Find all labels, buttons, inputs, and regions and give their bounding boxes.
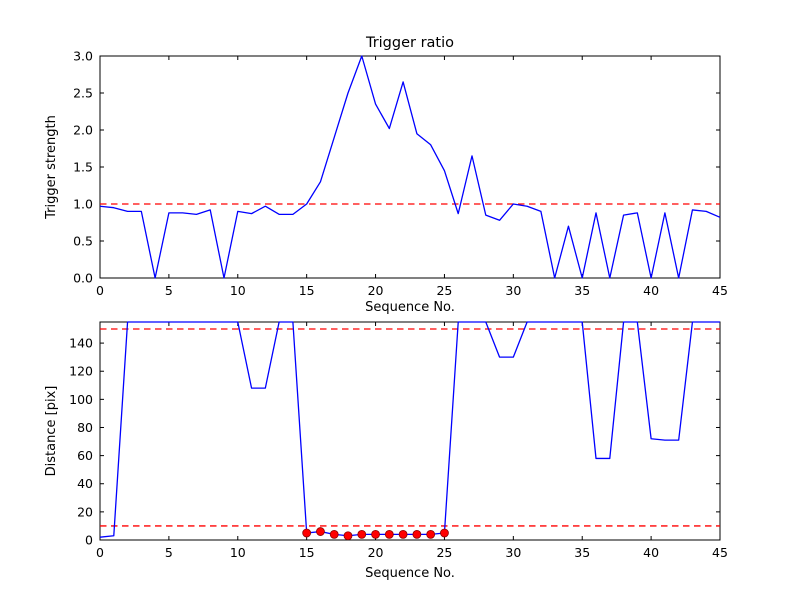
y-tick-label: 0.5	[73, 234, 93, 249]
y-tick-label: 80	[77, 420, 93, 435]
x-tick-label: 5	[165, 545, 173, 560]
x-tick-label: 25	[436, 283, 452, 298]
x-tick-label: 40	[643, 545, 659, 560]
data-point-marker	[426, 529, 436, 539]
bottom-ylabel: Distance [pix]	[44, 386, 59, 477]
top-ylabel: Trigger strength	[44, 115, 59, 220]
y-tick-label: 1.0	[73, 197, 93, 212]
data-point-marker	[343, 531, 353, 541]
y-tick-label: 20	[77, 504, 93, 519]
x-tick-label: 15	[299, 283, 315, 298]
top-data-line	[99, 55, 721, 279]
y-tick-label: 120	[69, 364, 93, 379]
x-tick-label: 5	[165, 283, 173, 298]
y-tick-label: 0	[85, 533, 93, 548]
x-tick-label: 35	[574, 545, 590, 560]
x-tick-label: 25	[436, 545, 452, 560]
x-tick-label: 30	[505, 545, 521, 560]
top-axes-frame	[99, 55, 721, 279]
data-point-marker	[440, 528, 449, 538]
bottom-axes-frame	[99, 321, 721, 541]
data-point-marker	[371, 529, 380, 539]
x-tick-label: 10	[230, 545, 246, 560]
x-tick-label: 30	[505, 283, 521, 298]
y-tick-label: 1.5	[73, 160, 93, 175]
data-point-marker	[398, 529, 408, 539]
x-tick-label: 20	[368, 545, 384, 560]
y-tick-label: 2.5	[73, 86, 93, 101]
y-tick-label: 2.0	[73, 123, 93, 138]
bottom-subplot: 0 5 10 15 20 25 30 35 40 45 0 20 40 60 80 100 120 140	[69, 321, 728, 560]
x-tick-label: 10	[230, 283, 246, 298]
data-point-marker	[384, 529, 394, 539]
x-tick-label: 20	[368, 283, 384, 298]
x-tick-label: 0	[96, 545, 104, 560]
y-tick-label: 100	[69, 392, 93, 407]
data-point-marker	[302, 528, 312, 538]
x-tick-label: 15	[299, 545, 315, 560]
y-tick-label: 60	[77, 448, 93, 463]
data-point-marker	[357, 529, 367, 539]
x-tick-label: 45	[712, 545, 728, 560]
x-tick-label: 0	[96, 283, 104, 298]
y-tick-label: 40	[77, 476, 93, 491]
data-point-marker	[316, 527, 325, 536]
x-tick-label: 45	[712, 283, 728, 298]
y-tick-label: 3.0	[73, 49, 93, 64]
x-tick-label: 35	[574, 283, 590, 298]
data-point-marker	[329, 529, 339, 539]
bottom-data-line	[99, 321, 720, 538]
y-tick-label: 140	[69, 336, 93, 351]
bottom-xlabel: Sequence No.	[365, 566, 455, 581]
data-point-marker	[412, 529, 422, 539]
chart-title: Trigger ratio	[365, 35, 454, 51]
y-tick-label: 0.0	[73, 271, 93, 286]
render-layer: 0 5 10 15 20 25 30 35 40 450.00.51.01.52.02.53.00…	[69, 49, 728, 561]
top-subplot: 0 5 10 15 20 25 30 35 40 45 0.0 0.5 1.0 1.5 2.0 2.5 3.0	[73, 49, 728, 299]
x-tick-label: 40	[643, 283, 659, 298]
top-xlabel: Sequence No.	[365, 300, 455, 315]
